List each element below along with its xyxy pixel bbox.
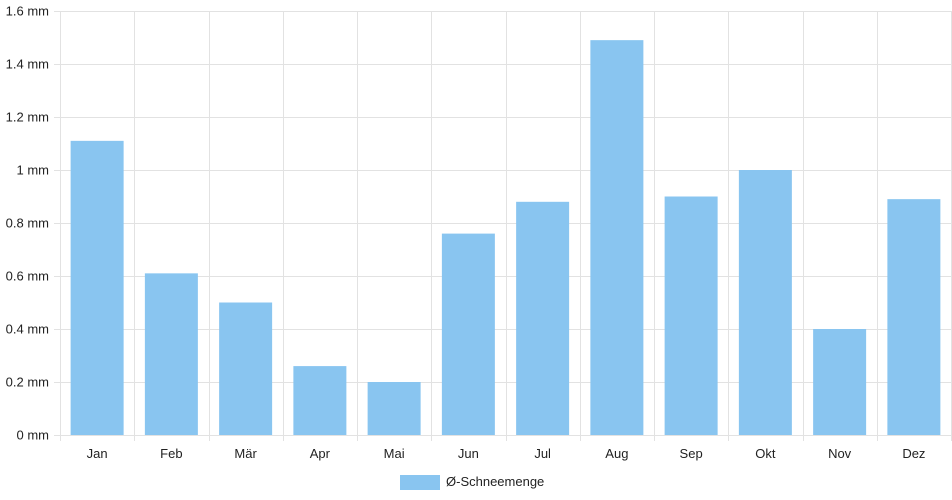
y-tick-label: 0 mm [17, 428, 50, 443]
x-tick-label: Jun [458, 446, 479, 461]
legend-swatch[interactable] [400, 475, 440, 490]
y-tick-label: 0.6 mm [6, 269, 49, 284]
legend[interactable]: Ø-Schneemenge [400, 474, 544, 490]
bar-apr[interactable] [293, 366, 347, 435]
x-tick-label: Dez [902, 446, 925, 461]
bar-aug[interactable] [590, 40, 644, 436]
bar-nov[interactable] [813, 329, 867, 435]
bar-mär[interactable] [219, 302, 273, 436]
x-tick-label: Sep [680, 446, 703, 461]
y-tick-label: 1 mm [17, 163, 50, 178]
y-tick-label: 1.4 mm [6, 57, 49, 72]
x-tick-label: Feb [160, 446, 182, 461]
x-tick-label: Jul [534, 446, 551, 461]
x-tick-label: Jan [87, 446, 108, 461]
bar-dez[interactable] [887, 199, 941, 435]
x-tick-label: Okt [755, 446, 776, 461]
bar-okt[interactable] [738, 170, 792, 435]
y-tick-label: 0.2 mm [6, 375, 49, 390]
x-tick-label: Mai [384, 446, 405, 461]
bars [70, 40, 941, 436]
y-tick-label: 0.4 mm [6, 322, 49, 337]
bar-jun[interactable] [441, 233, 495, 435]
bar-jan[interactable] [70, 140, 124, 435]
bar-feb[interactable] [144, 273, 198, 435]
x-tick-label: Nov [828, 446, 852, 461]
legend-label[interactable]: Ø-Schneemenge [446, 474, 544, 489]
bar-jul[interactable] [516, 201, 570, 435]
x-axis: Jan Feb Mär Apr Mai Jun Jul Aug Sep Okt Nov Dez [87, 446, 926, 461]
y-tick-label: 0.8 mm [6, 216, 49, 231]
bar-sep[interactable] [664, 196, 718, 436]
x-tick-label: Aug [605, 446, 628, 461]
y-axis: 0 mm 0.2 mm 0.4 mm 0.6 mm 0.8 mm 1 mm 1.2 mm 1.… [6, 4, 49, 443]
bar-mai[interactable] [367, 382, 421, 435]
y-tick-label: 1.2 mm [6, 110, 49, 125]
x-tick-label: Apr [310, 446, 331, 461]
x-tick-label: Mär [234, 446, 257, 461]
y-tick-label: 1.6 mm [6, 4, 49, 19]
